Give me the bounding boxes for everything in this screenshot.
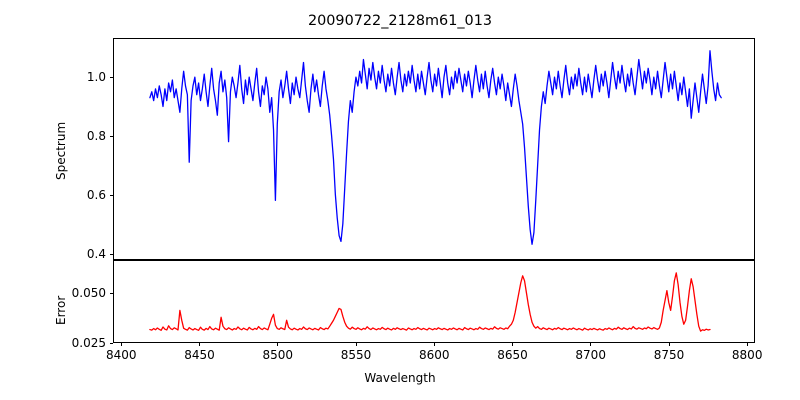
xtick-mark [120, 342, 122, 346]
xtick-label-8450: 8450 [184, 348, 215, 362]
xtick-mark [355, 342, 357, 346]
spectrum-ytick-mark [109, 254, 113, 256]
xtick-mark [746, 342, 748, 346]
spectrum-line-series [149, 50, 722, 245]
spectrum-ytick-mark [109, 77, 113, 79]
error-plot-area [113, 260, 755, 343]
xtick-label-8700: 8700 [575, 348, 606, 362]
xtick-mark [512, 342, 514, 346]
xtick-mark [590, 342, 592, 346]
error-axis-label: Error [54, 295, 68, 325]
error-line-series [149, 272, 711, 332]
wavelength-axis-label: Wavelength [364, 371, 436, 385]
spectrum-ytick-label-1.0: 1.0 [86, 70, 106, 84]
spectrum-plot-area [113, 38, 755, 260]
xtick-label-8600: 8600 [419, 348, 450, 362]
xtick-label-8650: 8650 [497, 348, 528, 362]
error-ytick-label-0.050: 0.050 [71, 286, 106, 300]
spectrum-ytick-mark [109, 136, 113, 138]
spectrum-axis-label: Spectrum [54, 121, 68, 180]
xtick-label-8800: 8800 [731, 348, 763, 362]
spectrum-ytick-label-0.6: 0.6 [86, 188, 106, 202]
error-ytick-mark [109, 293, 113, 295]
xtick-mark [199, 342, 201, 346]
xtick-label-8750: 8750 [653, 348, 685, 362]
spectrum-ytick-mark [109, 195, 113, 197]
error-ytick-label-0.025: 0.025 [71, 336, 106, 350]
spectrum-ytick-label-0.8: 0.8 [86, 129, 106, 143]
xtick-mark [668, 342, 670, 346]
error-ytick-mark [109, 343, 113, 345]
xtick-label-8500: 8500 [262, 348, 294, 362]
xtick-label-8400: 8400 [106, 348, 137, 362]
xtick-mark [277, 342, 279, 346]
xtick-mark [433, 342, 435, 346]
page-title: 20090722_2128m61_013 [307, 13, 493, 29]
xtick-label-8550: 8550 [340, 348, 372, 362]
spectrum-ytick-label-0.4: 0.4 [86, 247, 106, 261]
